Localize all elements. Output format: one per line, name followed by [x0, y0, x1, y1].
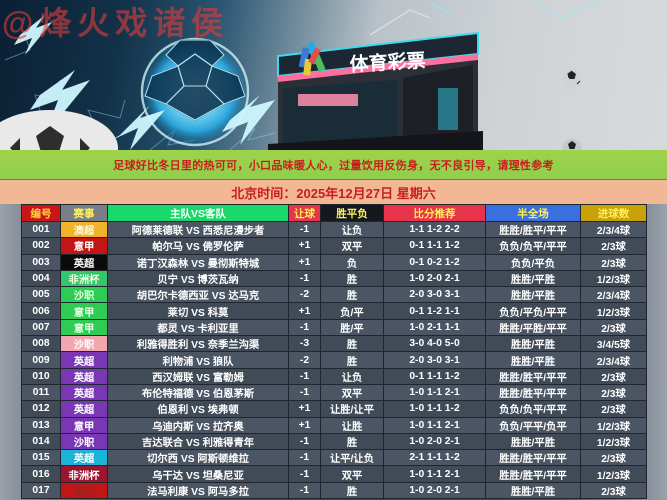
svg-text:@烽火戏诸侯: @烽火戏诸侯: [2, 5, 229, 41]
